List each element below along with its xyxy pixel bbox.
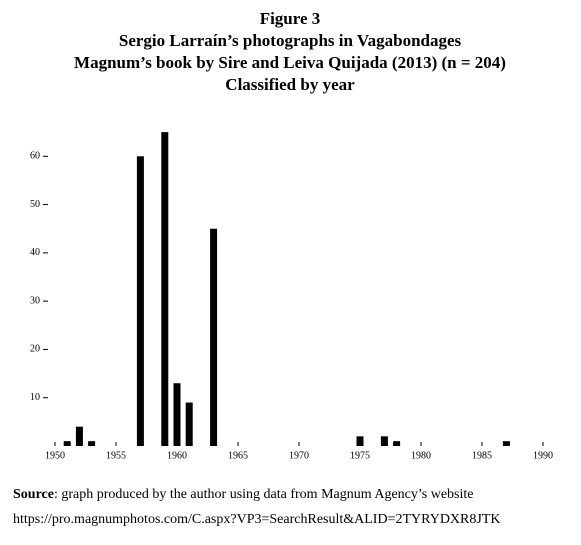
bar (136, 156, 144, 447)
source-text: : graph produced by the author using dat… (54, 487, 474, 502)
bar (161, 132, 169, 446)
source-url: https://pro.magnumphotos.com/C.aspx?VP3=… (13, 512, 500, 527)
bar (185, 402, 193, 446)
x-tick-label: 1990 (533, 450, 553, 461)
x-tick-label: 1985 (472, 450, 492, 461)
bar (63, 441, 71, 446)
bar (502, 441, 510, 446)
bar (173, 383, 181, 446)
chart-title: Magnum’s book by Sire and Leiva Quijada … (74, 53, 506, 72)
y-tick-label: 40 (30, 247, 40, 258)
bar (88, 441, 96, 446)
y-tick-label: 20 (30, 344, 40, 355)
bar (75, 426, 83, 446)
x-tick-label: 1955 (106, 450, 126, 461)
y-tick-label: 10 (30, 392, 40, 403)
bar (393, 441, 401, 446)
x-tick-label: 1950 (45, 450, 65, 461)
bar (210, 228, 218, 446)
x-tick-label: 1980 (411, 450, 431, 461)
x-tick-label: 1970 (289, 450, 309, 461)
x-tick-label: 1965 (228, 450, 248, 461)
chart-title: Figure 3 (260, 9, 321, 28)
chart-title: Sergio Larraín’s photographs in Vagabond… (119, 31, 462, 50)
x-tick-label: 1975 (350, 450, 370, 461)
y-tick-label: 50 (30, 199, 40, 210)
source-note: Source: graph produced by the author usi… (13, 487, 473, 502)
source-label: Source (13, 487, 54, 502)
y-tick-label: 60 (30, 151, 40, 162)
bar (356, 436, 364, 446)
bar (380, 436, 388, 446)
y-tick-label: 30 (30, 295, 40, 306)
chart-title: Classified by year (225, 75, 355, 94)
x-tick-label: 1960 (167, 450, 187, 461)
